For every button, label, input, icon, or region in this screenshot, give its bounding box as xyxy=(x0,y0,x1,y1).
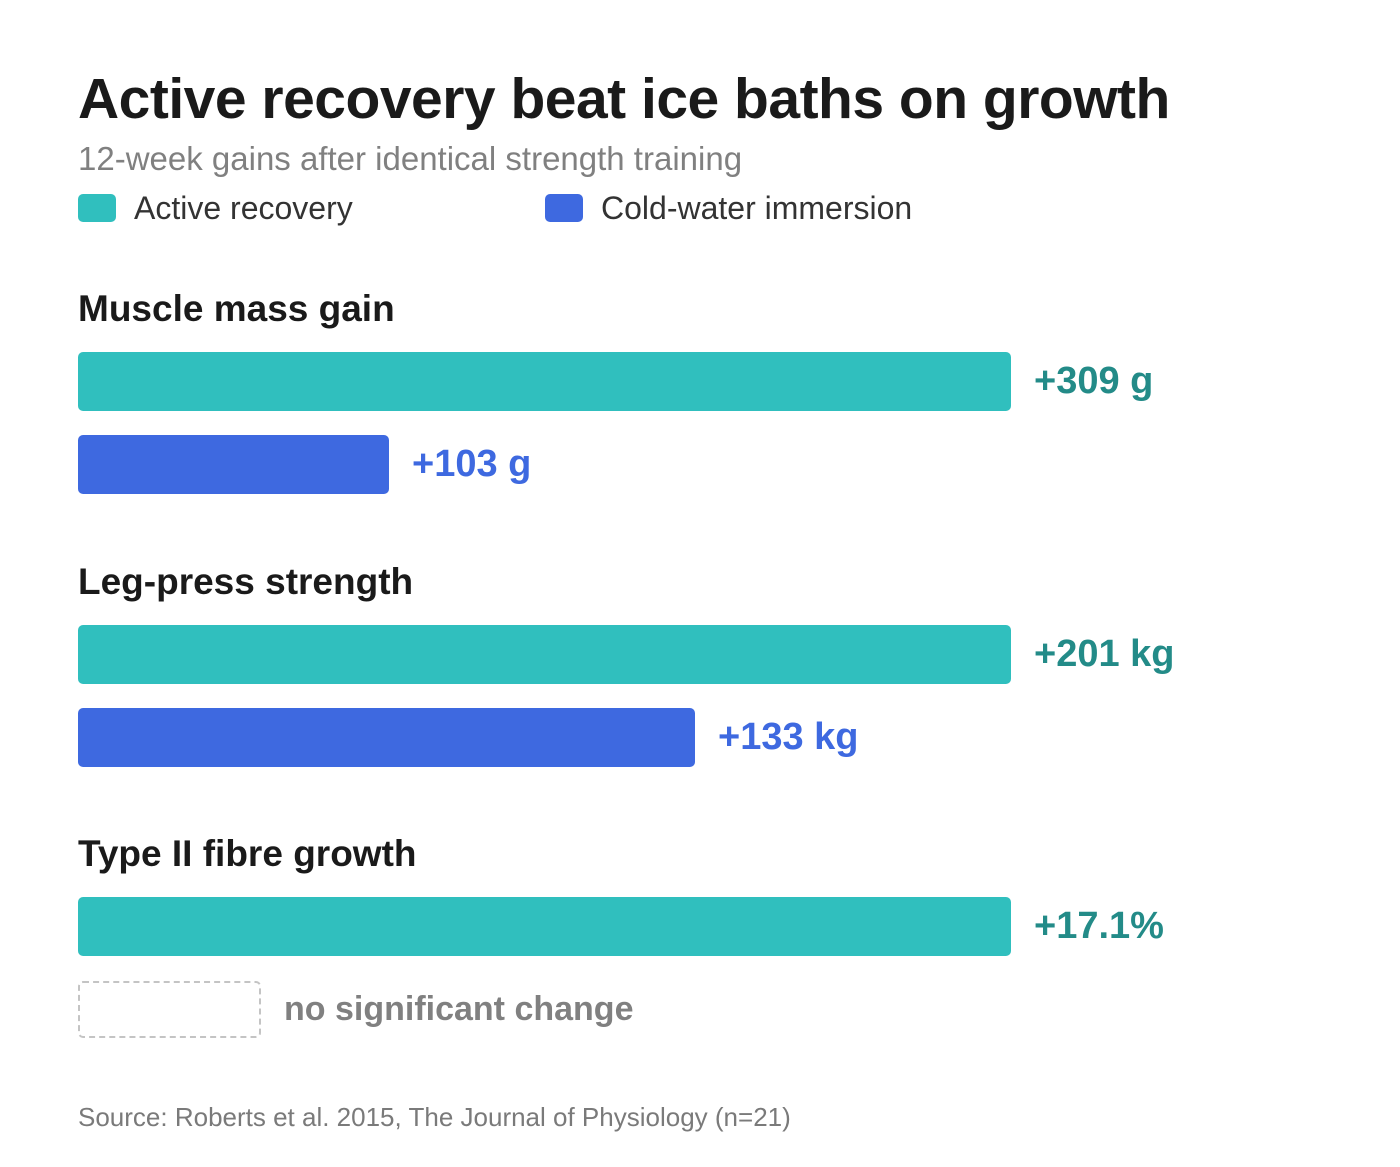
bar-cold-muscle-mass-gain xyxy=(78,435,389,494)
bar-label-active-muscle-mass-gain: +309 g xyxy=(1034,360,1154,402)
bar-label-cold-leg-press-strength: +133 kg xyxy=(718,716,859,758)
bar-note-cold-type-ii-fibre-growth: no significant change xyxy=(284,990,634,1028)
bar-cold-leg-press-strength xyxy=(78,708,695,767)
legend-label-cold: Cold-water immersion xyxy=(601,189,913,226)
bar-active-leg-press-strength xyxy=(78,625,1011,684)
legend-item-cold: Cold-water immersion xyxy=(545,190,912,226)
legend-item-active: Active recovery xyxy=(78,190,353,226)
bar-active-type-ii-fibre-growth xyxy=(78,897,1011,956)
bar-active-muscle-mass-gain xyxy=(78,352,1011,411)
chart-title: Active recovery beat ice baths on growth xyxy=(78,67,1170,131)
bar-empty-cold-type-ii-fibre-growth xyxy=(78,981,261,1038)
legend-swatch-active xyxy=(78,194,116,222)
group-title-type-ii-fibre-growth: Type II fibre growth xyxy=(78,833,417,874)
chart-source: Source: Roberts et al. 2015, The Journal… xyxy=(78,1102,791,1132)
group-title-muscle-mass-gain: Muscle mass gain xyxy=(78,288,395,329)
legend-swatch-cold xyxy=(545,194,583,222)
group-title-leg-press-strength: Leg-press strength xyxy=(78,561,414,602)
chart-subtitle: 12-week gains after identical strength t… xyxy=(78,140,743,177)
bar-label-active-type-ii-fibre-growth: +17.1% xyxy=(1034,905,1164,947)
bar-label-active-leg-press-strength: +201 kg xyxy=(1034,633,1175,675)
legend-label-active: Active recovery xyxy=(134,189,353,226)
bar-label-cold-muscle-mass-gain: +103 g xyxy=(412,443,532,485)
